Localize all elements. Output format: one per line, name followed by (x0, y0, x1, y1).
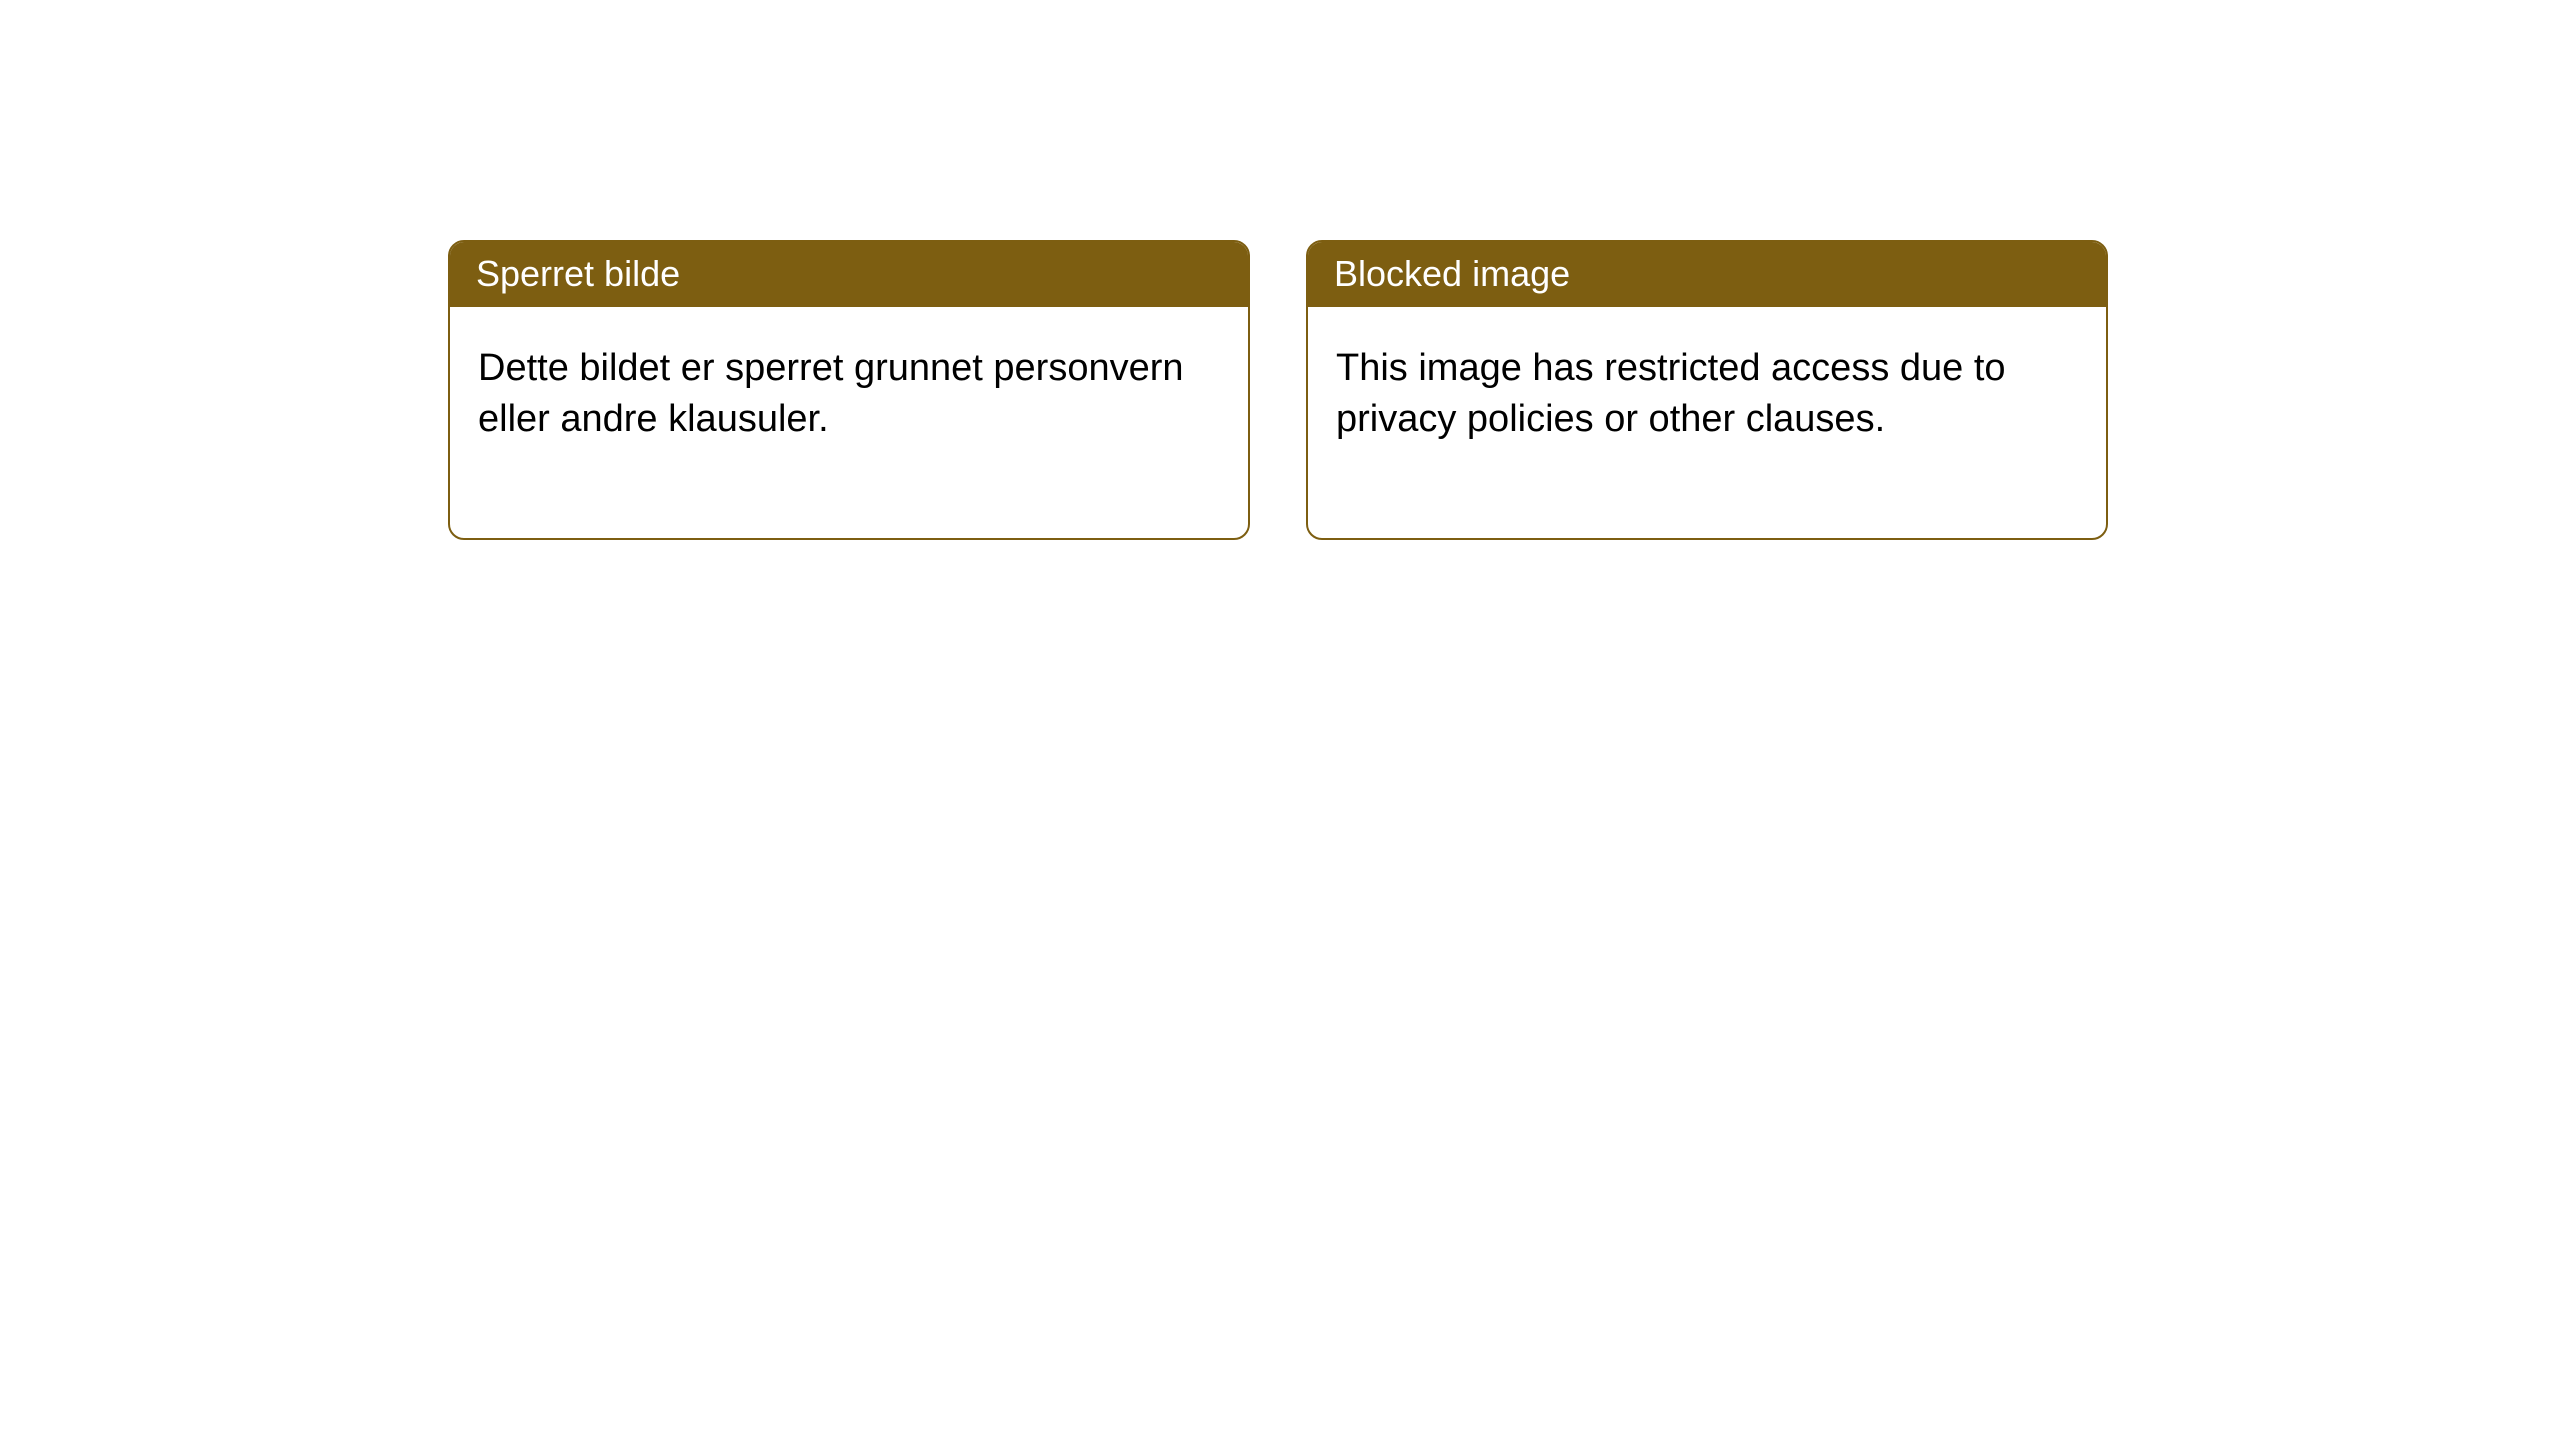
notice-card-english: Blocked image This image has restricted … (1306, 240, 2108, 540)
notice-card-norwegian: Sperret bilde Dette bildet er sperret gr… (448, 240, 1250, 540)
notice-body-english: This image has restricted access due to … (1308, 307, 2106, 538)
notice-title-english: Blocked image (1308, 242, 2106, 307)
notice-title-norwegian: Sperret bilde (450, 242, 1248, 307)
notice-body-norwegian: Dette bildet er sperret grunnet personve… (450, 307, 1248, 538)
notice-container: Sperret bilde Dette bildet er sperret gr… (0, 0, 2560, 540)
